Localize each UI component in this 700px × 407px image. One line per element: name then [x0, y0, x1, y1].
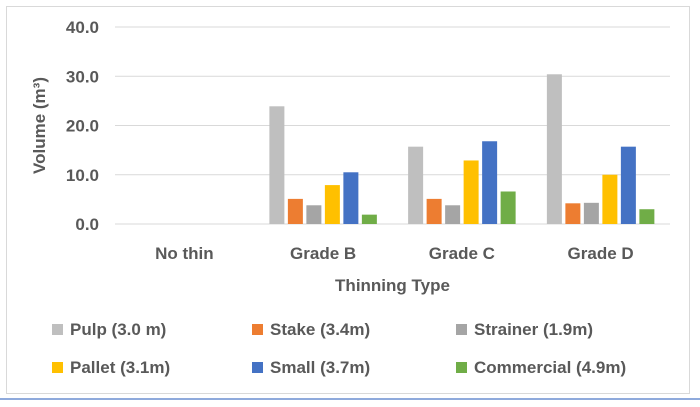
legend-label: Small (3.7m) — [270, 358, 370, 377]
gridlines — [115, 26, 670, 225]
legend-label: Pulp (3.0 m) — [70, 320, 166, 339]
legend-swatch — [252, 362, 263, 373]
legend-swatch — [456, 324, 467, 335]
bottom-rule — [0, 398, 700, 400]
y-tick-label: 10.0 — [66, 166, 99, 185]
legend: Pulp (3.0 m) Stake (3.4m) Strainer (1.9m) P… — [52, 320, 626, 377]
bar — [287, 198, 303, 224]
bar — [269, 106, 285, 224]
x-tick-label: No thin — [155, 244, 214, 263]
bar — [482, 141, 498, 224]
bar — [343, 172, 359, 224]
legend-swatch — [52, 362, 63, 373]
bar — [445, 205, 461, 224]
x-axis-ticks: No thin Grade B Grade C Grade D — [155, 244, 634, 263]
bar — [620, 146, 636, 224]
bar — [583, 202, 599, 224]
bar — [602, 174, 618, 224]
bars — [269, 74, 655, 224]
bar — [324, 185, 340, 224]
x-tick-label: Grade C — [429, 244, 495, 263]
bar — [546, 74, 562, 224]
legend-label: Stake (3.4m) — [270, 320, 370, 339]
bar — [426, 198, 442, 224]
legend-swatch — [252, 324, 263, 335]
y-tick-label: 30.0 — [66, 67, 99, 86]
y-tick-label: 0.0 — [75, 215, 99, 234]
legend-label: Commercial (4.9m) — [474, 358, 626, 377]
legend-swatch — [52, 324, 63, 335]
bar — [639, 209, 655, 224]
bar — [408, 146, 424, 224]
bar — [306, 205, 322, 224]
bar — [500, 191, 516, 224]
x-tick-label: Grade B — [290, 244, 356, 263]
legend-label: Pallet (3.1m) — [70, 358, 170, 377]
legend-swatch — [456, 362, 467, 373]
y-tick-label: 40.0 — [66, 18, 99, 37]
bar — [565, 203, 581, 224]
x-tick-label: Grade D — [568, 244, 634, 263]
y-axis-title: Volume (m³) — [30, 77, 49, 174]
y-axis-ticks: 0.0 10.0 20.0 30.0 40.0 — [66, 18, 99, 234]
bar — [361, 214, 377, 224]
x-axis-title: Thinning Type — [335, 276, 450, 295]
legend-label: Strainer (1.9m) — [474, 320, 593, 339]
bar — [463, 160, 479, 224]
y-tick-label: 20.0 — [66, 117, 99, 136]
